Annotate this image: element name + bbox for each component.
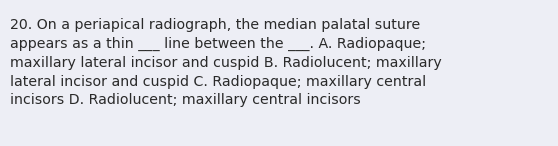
Text: 20. On a periapical radiograph, the median palatal suture
appears as a thin ___ : 20. On a periapical radiograph, the medi…: [10, 18, 442, 107]
